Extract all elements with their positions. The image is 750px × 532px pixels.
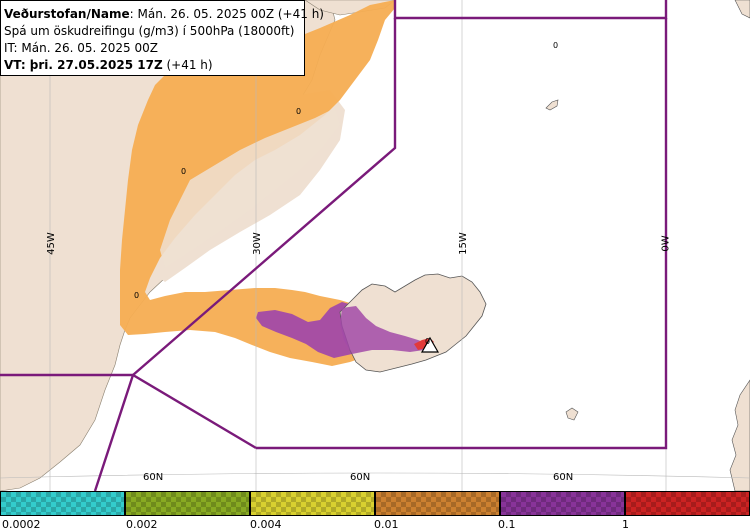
legend-tick: 0.004 (250, 518, 282, 531)
contour-label: 0 (553, 41, 558, 50)
latitude-label: 60N (143, 472, 164, 483)
latitude-label: 60N (553, 472, 574, 483)
contour-label: 0 (134, 291, 139, 300)
jan-mayen-island (545, 99, 559, 111)
forecast-map: 0 0 0 0 0 (0, 0, 750, 491)
legend-tick: 0.0002 (2, 518, 41, 531)
svalbard-fragment (734, 0, 750, 19)
ash-purple-over-land (340, 306, 428, 354)
longitude-label: 30W (251, 232, 263, 255)
ash-orange-region (120, 0, 430, 366)
legend-swatch (375, 491, 500, 516)
faroe-islands (565, 407, 579, 421)
concentration-legend: 0.0002 0.002 0.004 0.01 0.1 1 (0, 491, 750, 532)
legend-tick: 1 (622, 518, 629, 531)
contour-label: 0 (181, 167, 186, 176)
legend-swatch (625, 491, 750, 516)
legend-tick: 0.01 (374, 518, 399, 531)
norway-land (729, 379, 750, 491)
ocean-gap (160, 108, 340, 268)
legend-swatch (0, 491, 125, 516)
legend-color-bar (0, 491, 750, 516)
latitude-label: 60N (350, 472, 371, 483)
fir-boundary (0, 0, 668, 491)
contour-label: 0 (425, 337, 430, 346)
info-line-valid-time: VT: þri. 27.05.2025 17Z (+41 h) (4, 58, 213, 72)
legend-tick: 0.002 (126, 518, 158, 531)
volcano-triangle-icon (420, 336, 440, 353)
info-line-issue-time: IT: Mán. 26. 05. 2025 00Z (4, 41, 158, 55)
forecast-info-box: Veðurstofan/Name: Mán. 26. 05. 2025 00Z … (0, 0, 324, 76)
contour-label: 0 (296, 107, 301, 116)
longitude-label: 15W (457, 232, 469, 255)
longitude-label: 0W (660, 235, 672, 252)
legend-swatch (125, 491, 250, 516)
info-line-issuer: Veðurstofan/Name: Mán. 26. 05. 2025 00Z … (4, 7, 324, 21)
legend-swatch (500, 491, 625, 516)
info-line-product: Spá um öskudreifingu (g/m3) í 500hPa (18… (4, 24, 295, 38)
legend-swatch (250, 491, 375, 516)
longitude-label: 45W (45, 232, 57, 255)
legend-tick: 0.1 (498, 518, 516, 531)
